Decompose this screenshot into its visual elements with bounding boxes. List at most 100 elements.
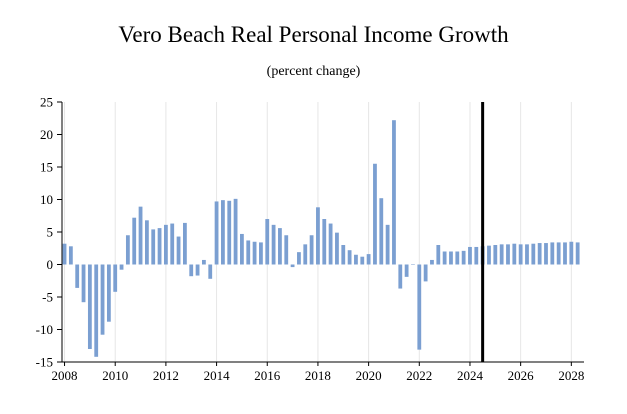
- x-tick-label: 2014: [204, 368, 231, 383]
- bar: [75, 264, 80, 288]
- y-tick-label: 10: [40, 192, 53, 207]
- bar: [202, 259, 206, 265]
- bar: [493, 245, 498, 265]
- bar: [138, 206, 143, 265]
- bar: [398, 264, 403, 289]
- bar: [518, 244, 523, 265]
- bar: [537, 243, 542, 265]
- bar: [113, 264, 118, 292]
- bar: [322, 219, 327, 265]
- bar: [411, 264, 415, 265]
- chart-title: Vero Beach Real Personal Income Growth: [118, 22, 509, 47]
- bar: [125, 235, 130, 265]
- y-tick-label: -15: [36, 355, 53, 370]
- bar: [506, 244, 510, 265]
- bar: [366, 254, 371, 265]
- bar: [214, 201, 219, 265]
- bar: [265, 219, 270, 265]
- bar: [373, 163, 377, 265]
- bar: [569, 241, 574, 265]
- x-tick-label: 2016: [254, 368, 281, 383]
- x-tick-label: 2012: [153, 368, 179, 383]
- bar: [430, 259, 434, 265]
- bar: [233, 198, 238, 265]
- bar: [423, 264, 428, 282]
- bar: [208, 264, 213, 279]
- bar: [87, 264, 92, 349]
- y-tick-label: 15: [40, 160, 53, 175]
- bar: [240, 233, 244, 265]
- bar: [157, 228, 162, 265]
- axis-layer: [57, 101, 584, 366]
- y-tick-label: -5: [42, 290, 53, 305]
- bar: [449, 251, 453, 265]
- bar: [499, 244, 504, 265]
- bar: [328, 223, 333, 265]
- bar: [335, 232, 339, 265]
- y-tick-label: 5: [47, 225, 54, 240]
- bar: [227, 200, 232, 265]
- bar: [531, 243, 536, 265]
- bar: [94, 264, 99, 357]
- bar: [221, 200, 225, 265]
- bar: [195, 264, 200, 276]
- bar: [544, 243, 548, 265]
- bar: [259, 242, 263, 265]
- y-tick-label: 0: [47, 257, 54, 272]
- x-tick-label: 2022: [406, 368, 432, 383]
- bar: [442, 251, 447, 265]
- bar: [455, 251, 460, 265]
- bar: [461, 250, 466, 265]
- x-tick-label: 2028: [558, 368, 584, 383]
- x-tick-label: 2026: [508, 368, 535, 383]
- bar: [468, 246, 472, 265]
- bar: [252, 241, 257, 265]
- bar: [163, 224, 168, 265]
- bar: [404, 264, 409, 277]
- x-tick-label: 2008: [52, 368, 78, 383]
- bar: [354, 254, 358, 265]
- bar: [436, 245, 441, 265]
- bar: [525, 244, 529, 265]
- bar: [303, 244, 308, 265]
- bar: [68, 246, 73, 265]
- bar: [81, 264, 86, 303]
- bar: [341, 245, 346, 265]
- bar: [151, 229, 156, 265]
- bars-layer: [62, 120, 580, 357]
- bar: [170, 223, 175, 265]
- bar: [347, 250, 352, 265]
- bar: [183, 222, 187, 265]
- y-tick-label: 25: [40, 95, 53, 110]
- bar: [316, 207, 320, 265]
- bar: [100, 264, 105, 335]
- bar: [189, 264, 194, 277]
- y-tick-label: 20: [40, 127, 53, 142]
- bar: [385, 224, 390, 265]
- bar: [62, 243, 67, 265]
- bar: [309, 235, 314, 265]
- bar: [563, 242, 567, 265]
- bar: [176, 236, 181, 265]
- bar: [575, 242, 580, 265]
- bar: [417, 264, 422, 350]
- bar: [487, 245, 491, 265]
- bar: [144, 220, 149, 265]
- x-tick-label: 2010: [102, 368, 128, 383]
- bar: [474, 246, 479, 265]
- bar: [360, 256, 365, 265]
- labels-layer: -15 -10 -5 0 5 10 15 20 25 2008 2010 2012 2014 2016 20…: [36, 95, 585, 384]
- bar: [132, 217, 137, 265]
- bar: [284, 235, 289, 265]
- bar: [246, 240, 251, 265]
- bar: [379, 198, 384, 265]
- bar: [278, 228, 282, 265]
- bar: [297, 252, 301, 265]
- bar: [106, 264, 111, 322]
- bar: [550, 242, 555, 265]
- bar: [392, 120, 396, 265]
- y-tick-label: -10: [36, 322, 53, 337]
- chart-subtitle: (percent change): [266, 64, 361, 79]
- bar: [271, 224, 276, 265]
